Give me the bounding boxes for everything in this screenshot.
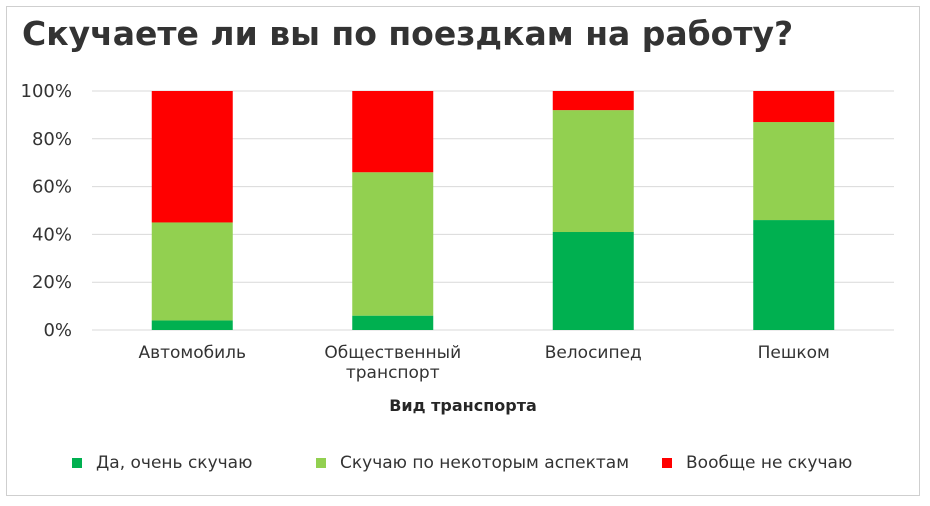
legend-swatch bbox=[662, 458, 672, 468]
bar-segment bbox=[352, 315, 434, 330]
x-axis-title: Вид транспорта bbox=[389, 396, 537, 415]
legend-label: Вообще не скучаю bbox=[686, 453, 853, 473]
legend-label: Да, очень скучаю bbox=[96, 453, 253, 473]
bar-segment bbox=[753, 91, 835, 123]
bars bbox=[151, 91, 835, 330]
legend-swatch bbox=[316, 458, 326, 468]
x-category-label: транспорт bbox=[346, 363, 440, 383]
y-axis-ticks: 0% 20% 40% 60% 80% 100% bbox=[21, 81, 72, 341]
x-category-label: Велосипед bbox=[545, 343, 642, 363]
bar-segment bbox=[552, 232, 634, 330]
x-category-label: Автомобиль bbox=[138, 343, 246, 363]
legend-item: Вообще не скучаю bbox=[662, 448, 852, 478]
bar-segment bbox=[151, 222, 233, 321]
chart-plot: 0% 20% 40% 60% 80% 100% Автомобиль Общественны… bbox=[21, 81, 894, 415]
bar-segment bbox=[753, 122, 835, 221]
bar-segment bbox=[151, 320, 233, 330]
x-category-label: Общественный bbox=[324, 343, 461, 363]
chart-title: Скучаете ли вы по поездкам на работу? bbox=[22, 14, 794, 53]
bar-segment bbox=[753, 220, 835, 330]
bar-segment bbox=[552, 91, 634, 111]
y-tick-label: 40% bbox=[32, 224, 72, 245]
y-tick-label: 100% bbox=[21, 81, 72, 102]
bar-segment bbox=[352, 91, 434, 173]
bar-segment bbox=[552, 110, 634, 233]
y-tick-label: 80% bbox=[32, 129, 72, 150]
y-tick-label: 20% bbox=[32, 272, 72, 293]
legend: Да, очень скучаю Скучаю по некоторым аспе… bbox=[0, 448, 930, 478]
legend-item: Скучаю по некоторым аспектам bbox=[316, 448, 629, 478]
x-category-label: Пешком bbox=[758, 343, 830, 363]
y-tick-label: 60% bbox=[32, 177, 72, 198]
bar-segment bbox=[352, 172, 434, 316]
legend-label: Скучаю по некоторым аспектам bbox=[340, 453, 630, 473]
legend-item: Да, очень скучаю bbox=[72, 448, 252, 478]
y-tick-label: 0% bbox=[43, 320, 72, 341]
bar-segment bbox=[151, 91, 233, 223]
legend-swatch bbox=[72, 458, 82, 468]
